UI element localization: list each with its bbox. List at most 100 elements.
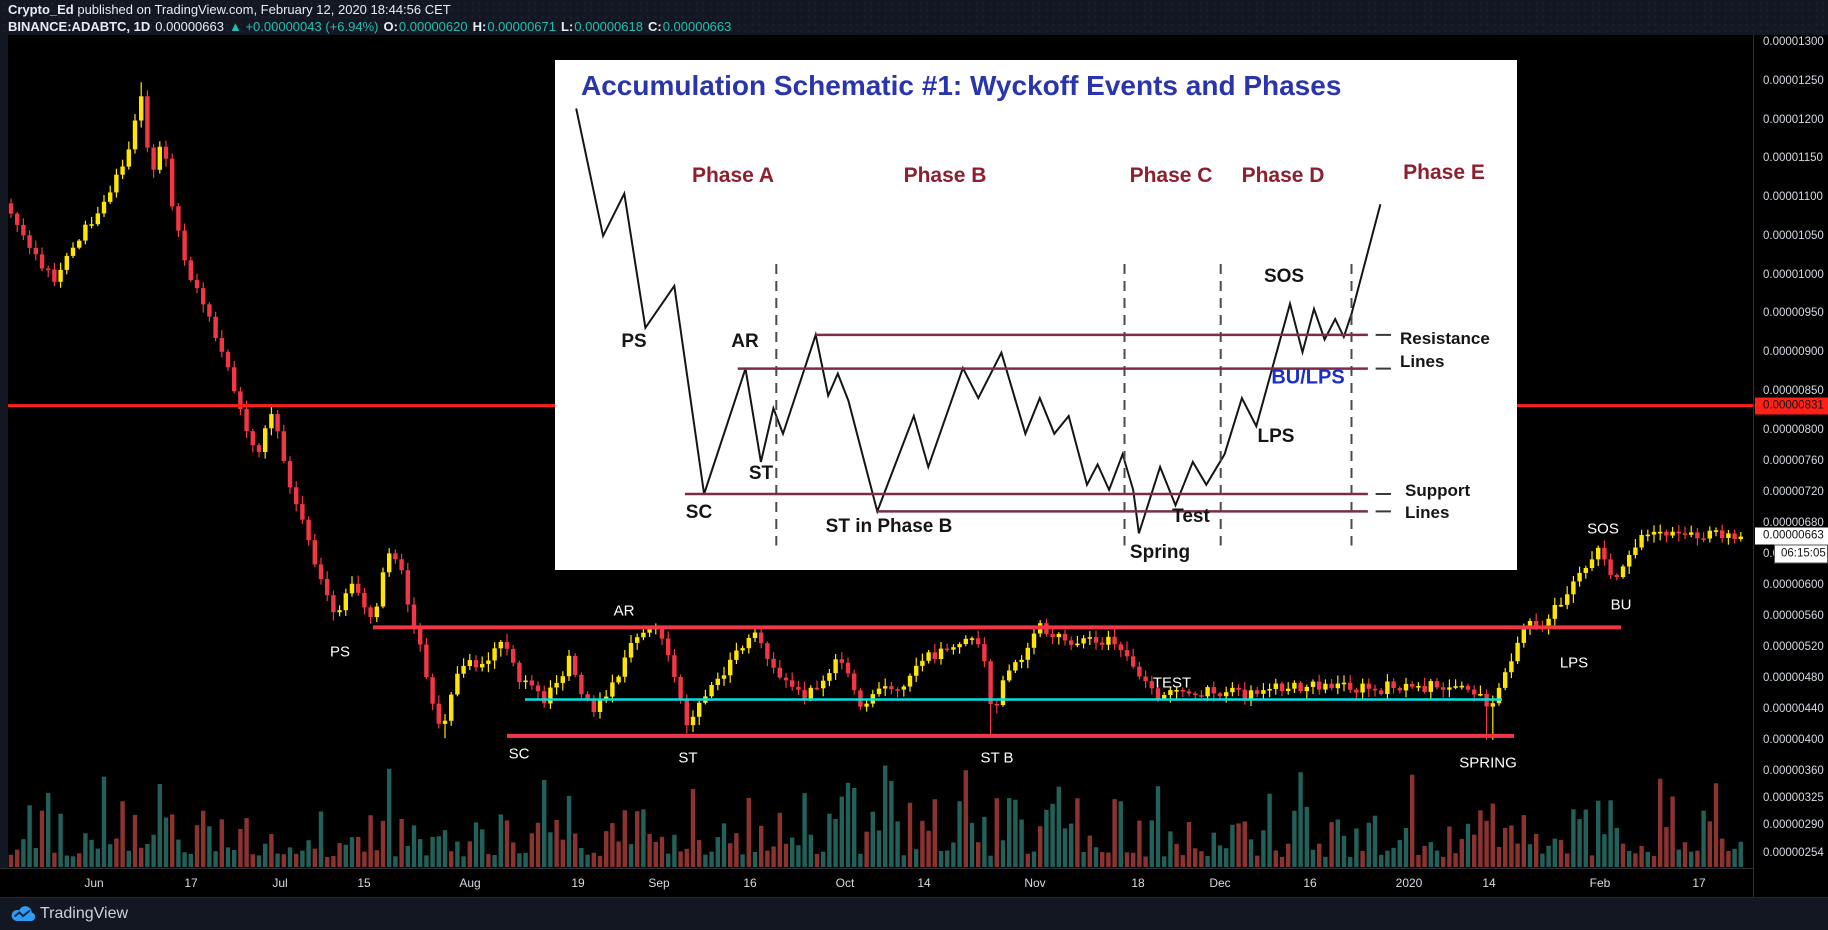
- side-label-lines-3: Lines: [1405, 503, 1450, 522]
- price-tick-label: 0.00001250: [1763, 74, 1824, 87]
- time-tick-label-aug: Aug: [459, 876, 481, 890]
- chart-annotation-st-b: ST B: [980, 749, 1014, 767]
- low-label: L:: [561, 19, 574, 34]
- price-tick-label: 0.00001100: [1763, 191, 1823, 204]
- candlestick-chart-canvas[interactable]: [8, 35, 1753, 868]
- chart-header: Crypto_Ed published on TradingView.com, …: [0, 0, 1828, 35]
- open-value: 0.00000620: [398, 19, 468, 34]
- chart-annotation-ps: PS: [329, 643, 351, 661]
- time-tick-label-jul: Jul: [272, 876, 288, 890]
- schematic-price-path: [575, 108, 1382, 534]
- chart-annotation-test: TEST: [1152, 674, 1192, 692]
- event-label-lps: LPS: [1257, 426, 1295, 447]
- last-price-badge: 0.00000663: [1755, 527, 1828, 545]
- event-label-test: Test: [1172, 506, 1210, 527]
- price-tick-label: 0.00001050: [1763, 229, 1824, 242]
- time-tick-label-dec: Dec: [1209, 876, 1231, 890]
- time-axis[interactable]: Jun 17 Jul 15 Aug 19 Sep 16 Oct 14 Nov 18 Dec 16 2020 1…: [0, 868, 1753, 898]
- price-tick-label: 0.00000480: [1763, 671, 1824, 684]
- time-tick-label-nov: Nov: [1024, 876, 1046, 890]
- wyckoff-schematic-overlay: Accumulation Schematic #1: Wyckoff Event…: [555, 60, 1517, 570]
- footer-bar: TradingView: [0, 897, 1828, 930]
- phase-label-phase-d: Phase D: [1241, 164, 1325, 187]
- price-tick-label: 0.00001000: [1763, 268, 1824, 281]
- price-tick-label: 0.00000720: [1763, 485, 1824, 498]
- price-axis[interactable]: 0.00001300 0.00001250 0.00001200 0.00001150…: [1753, 35, 1828, 897]
- tradingview-logo-icon[interactable]: [10, 906, 36, 924]
- candle-close-countdown: 06:15:05: [1774, 544, 1828, 564]
- time-tick-label-jun: Jun: [84, 876, 104, 890]
- chart-pane[interactable]: PS AR SC ST ST B TEST SPRING LPS BU SOS Accumulat…: [8, 35, 1753, 868]
- time-tick-label-18: 18: [1131, 876, 1145, 890]
- event-label-sc: SC: [685, 502, 713, 523]
- price-tick-label: 0.00000325: [1763, 791, 1824, 804]
- high-value: 0.00000671: [487, 19, 556, 34]
- phase-label-phase-a: Phase A: [691, 164, 775, 187]
- time-tick-label-feb: Feb: [1589, 876, 1611, 890]
- price-tick-label: 0.00001200: [1763, 113, 1824, 126]
- open-label: O:: [383, 19, 398, 34]
- price-tick-label: 0.00000900: [1763, 346, 1824, 359]
- time-tick-label-sep: Sep: [648, 876, 670, 890]
- alert-price-badge: 0.00000831: [1755, 397, 1828, 415]
- event-label-sos: SOS: [1263, 266, 1305, 287]
- time-tick-label-16: 16: [743, 876, 757, 890]
- time-tick-label-16: 16: [1303, 876, 1317, 890]
- price-tick-label: 0.00000400: [1763, 733, 1824, 746]
- last-price: 0.00000663: [155, 19, 224, 34]
- event-label-bu-lps: BU/LPS: [1271, 366, 1345, 389]
- phase-label-phase-c: Phase C: [1129, 164, 1213, 187]
- time-tick-label-14: 14: [917, 876, 931, 890]
- price-tick-label: 0.00000850: [1763, 384, 1824, 397]
- price-tick-label: 0.00000600: [1763, 578, 1824, 591]
- chart-annotation-ar: AR: [613, 602, 635, 620]
- price-tick-label: 0.00000560: [1763, 609, 1824, 622]
- phase-label-phase-e: Phase E: [1403, 161, 1485, 184]
- time-tick-label-14: 14: [1482, 876, 1496, 890]
- publish-text: published on TradingView.com, February 1…: [73, 2, 451, 17]
- time-tick-label-17: 17: [184, 876, 198, 890]
- price-tick-label: 0.00000440: [1763, 702, 1824, 715]
- phase-label-phase-b: Phase B: [903, 164, 987, 187]
- side-label-resistance-0: Resistance: [1400, 329, 1490, 348]
- price-tick-label: 0.00001300: [1763, 36, 1824, 48]
- price-tick-label: 0.00001150: [1763, 152, 1823, 165]
- side-label-lines-1: Lines: [1400, 352, 1445, 371]
- close-label: C:: [647, 19, 662, 34]
- tradingview-brand-text[interactable]: TradingView: [40, 905, 129, 922]
- volume-bars: [8, 765, 1743, 867]
- event-label-spring: Spring: [1129, 542, 1191, 563]
- price-tick-label: 0.00000520: [1763, 640, 1824, 653]
- price-tick-label: 0.00000680: [1763, 516, 1824, 529]
- symbol-label[interactable]: BINANCE:ADABTC, 1D: [8, 19, 151, 34]
- chart-annotation-sos: SOS: [1587, 520, 1619, 538]
- time-tick-label-17: 17: [1692, 876, 1706, 890]
- price-tick-label: 0.00000290: [1763, 819, 1824, 832]
- price-tick-label: 0.00000760: [1763, 454, 1824, 467]
- schematic-title: Accumulation Schematic #1: Wyckoff Event…: [581, 70, 1342, 101]
- chart-annotation-lps: LPS: [1559, 654, 1589, 672]
- price-tick-label: 0.00000800: [1763, 423, 1824, 436]
- side-label-support-2: Support: [1405, 481, 1471, 500]
- high-label: H:: [472, 19, 487, 34]
- chart-annotation-st: ST: [678, 749, 698, 767]
- price-tick-label: 0.00000950: [1763, 307, 1824, 320]
- event-label-st-in-phase-b: ST in Phase B: [825, 516, 953, 537]
- schematic-drawing: [575, 108, 1391, 546]
- chart-annotation-spring: SPRING: [1459, 754, 1517, 772]
- price-tick-label: 0.00000254: [1763, 846, 1824, 859]
- low-value: 0.00000618: [574, 19, 643, 34]
- close-value: 0.00000663: [662, 19, 732, 34]
- chart-annotation-sc: SC: [508, 745, 530, 763]
- event-label-st: ST: [748, 463, 774, 484]
- time-tick-label-19: 19: [571, 876, 585, 890]
- chart-annotation-bu: BU: [1610, 596, 1632, 614]
- time-tick-label-oct: Oct: [835, 876, 855, 890]
- price-change: ▲ +0.00000043 (+6.94%): [228, 19, 379, 34]
- publish-info: Crypto_Ed published on TradingView.com, …: [8, 2, 451, 17]
- event-label-ps: PS: [621, 331, 647, 352]
- time-tick-label-15: 15: [357, 876, 371, 890]
- time-tick-label-2020: 2020: [1395, 876, 1423, 890]
- event-label-ar: AR: [731, 331, 759, 352]
